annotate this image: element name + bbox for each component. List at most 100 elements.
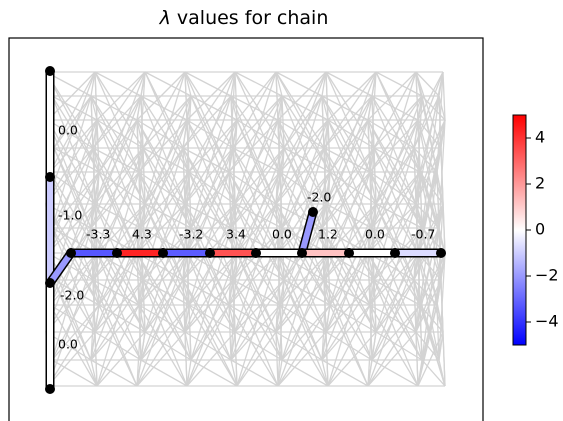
- background-edge: [327, 119, 373, 229]
- background-edge: [190, 171, 230, 229]
- background-edge: [323, 71, 377, 149]
- chain-node: [205, 248, 215, 258]
- chain-edge: [47, 251, 74, 285]
- title-text: values for chain: [171, 7, 329, 29]
- background-edge: [327, 252, 369, 387]
- colorbar-gradient: [512, 114, 527, 346]
- background-edge: [184, 203, 236, 333]
- background-edge: [186, 304, 230, 387]
- background-edge: [188, 171, 192, 229]
- background-edge: [279, 252, 329, 306]
- background-edge: [277, 252, 329, 387]
- background-edge: [283, 147, 325, 281]
- background-edge: [184, 147, 234, 205]
- background-edge: [51, 95, 98, 121]
- background-edge: [232, 147, 281, 173]
- background-edge: [275, 171, 281, 205]
- background-edge: [438, 227, 446, 254]
- background-edge: [94, 203, 142, 229]
- background-edge: [140, 95, 188, 121]
- background-edge: [90, 95, 142, 229]
- background-edge: [275, 331, 283, 361]
- edge-labels: 0.0 -1.0 -2.0 0.0 -3.3 4.3 -3.2 3.4 0.0 -2.0 1.2 0.…: [58, 123, 435, 352]
- background-edge: [144, 203, 186, 333]
- background-edge: [375, 203, 423, 229]
- background-edge: [329, 252, 369, 306]
- background-edge: [438, 95, 446, 121]
- chain-nodes: [45, 66, 446, 394]
- background-edge: [90, 359, 98, 387]
- background-edge: [234, 331, 238, 387]
- background-edge: [438, 331, 444, 361]
- background-edge: [144, 71, 192, 97]
- background-edge: [277, 359, 283, 387]
- background-edge: [321, 359, 369, 387]
- background-edge: [230, 171, 281, 229]
- colorbar-tick-label: −2: [535, 266, 559, 285]
- background-edge: [47, 203, 96, 254]
- background-edge: [228, 171, 279, 254]
- chain-node: [45, 66, 55, 76]
- background-edge: [230, 304, 281, 361]
- background-edge: [413, 95, 440, 149]
- background-edge: [47, 71, 96, 121]
- background-edge: [369, 304, 373, 361]
- colorbar-tick-label: 0: [535, 220, 545, 239]
- background-edge: [184, 71, 232, 97]
- edge-value-label: 3.4: [226, 227, 246, 242]
- background-edge: [47, 119, 98, 254]
- background-edge: [321, 203, 327, 229]
- background-edge: [367, 119, 419, 254]
- edge-value-label: -2.0: [307, 190, 331, 205]
- background-edge: [375, 71, 423, 97]
- background-edge: [234, 203, 283, 229]
- background-edge: [281, 304, 331, 361]
- background-edge: [186, 359, 192, 387]
- background-edge: [279, 95, 323, 173]
- background-edge: [142, 279, 146, 333]
- background-edge: [188, 171, 230, 306]
- background-edge: [53, 71, 96, 149]
- background-edge: [373, 95, 423, 149]
- edge-value-label: -1.0: [58, 208, 82, 223]
- edge-value-label: 1.2: [318, 227, 338, 242]
- background-edge: [277, 203, 327, 254]
- background-edge: [186, 331, 236, 387]
- background-edge: [96, 119, 100, 173]
- background-edge: [186, 203, 236, 254]
- chain-node: [45, 172, 55, 182]
- background-edge: [90, 95, 146, 205]
- background-edge: [138, 304, 146, 333]
- background-edge: [367, 359, 373, 387]
- background-edge: [53, 147, 94, 281]
- background-edge: [321, 95, 373, 229]
- background-edge: [325, 71, 377, 205]
- background-edge: [421, 359, 446, 387]
- background-edge: [367, 95, 373, 121]
- background-edge: [283, 71, 327, 149]
- background-edge: [190, 304, 230, 361]
- background-edge: [275, 71, 327, 205]
- background-edge: [142, 71, 186, 149]
- background-edge: [373, 203, 417, 281]
- edge-value-label: -3.2: [179, 227, 203, 242]
- background-edge: [90, 95, 98, 121]
- background-edge: [96, 119, 142, 229]
- background-edge: [442, 331, 446, 387]
- edge-value-label: -3.3: [86, 227, 110, 242]
- background-edge: [277, 119, 285, 149]
- background-edge: [232, 203, 277, 281]
- background-edge: [325, 331, 329, 387]
- background-edge: [234, 279, 285, 333]
- background-edge: [96, 71, 146, 121]
- background-edge: [375, 279, 415, 333]
- background-edge: [373, 147, 421, 173]
- background-edge: [367, 119, 375, 149]
- background-edge: [371, 304, 421, 361]
- background-edge: [142, 147, 192, 229]
- background-edge: [419, 304, 446, 387]
- background-edge: [140, 359, 188, 387]
- background-edge: [188, 252, 238, 306]
- background-edge: [234, 203, 277, 333]
- background-edge: [90, 304, 140, 361]
